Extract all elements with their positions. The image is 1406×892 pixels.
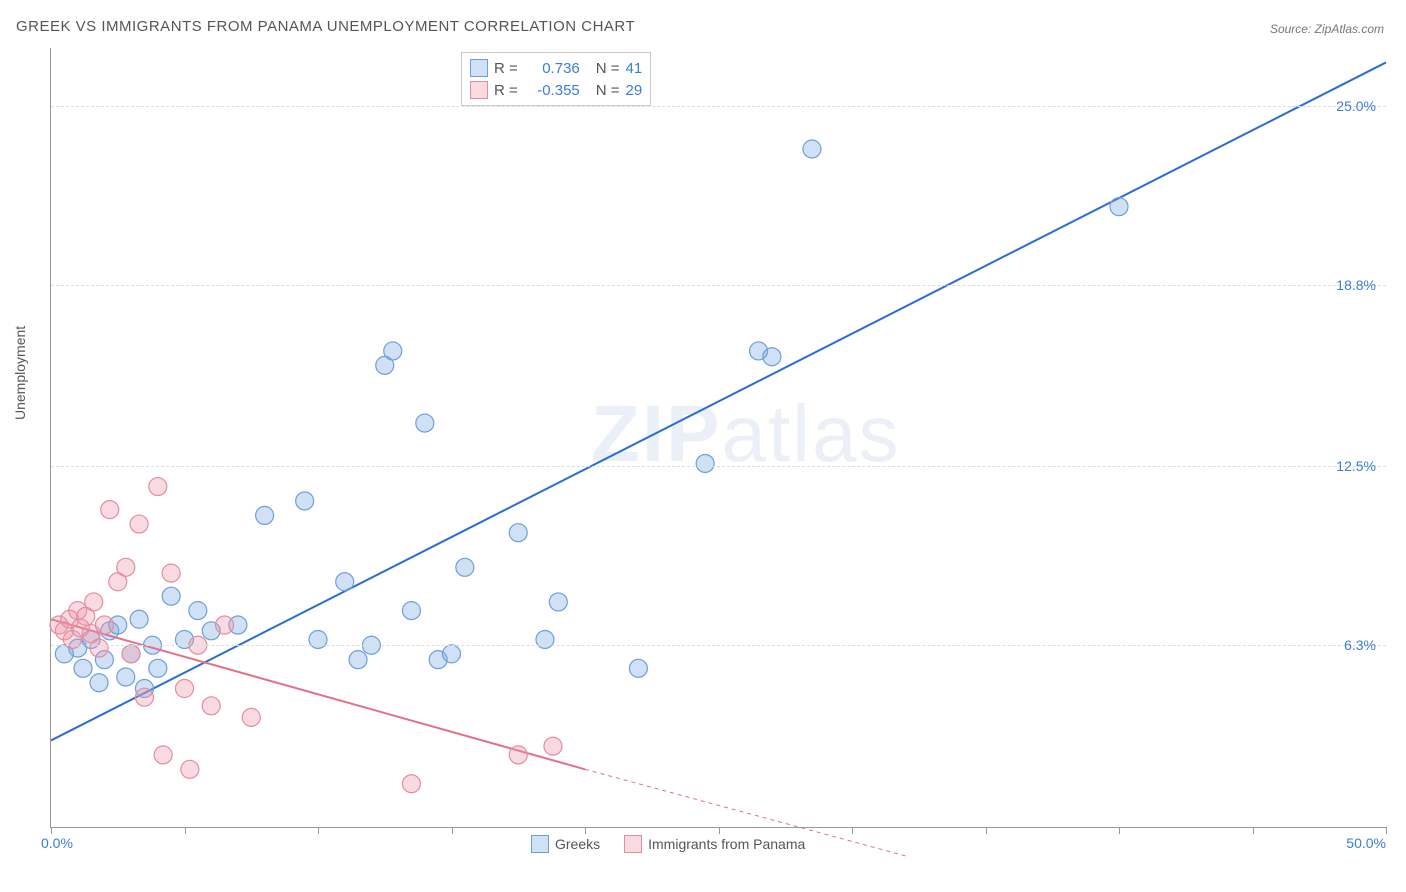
scatter-point xyxy=(242,708,260,726)
scatter-plot: ZIPatlas R =0.736N =41R =-0.355N =29 Gre… xyxy=(50,48,1386,828)
scatter-point xyxy=(509,746,527,764)
legend-swatch xyxy=(531,835,549,853)
y-tick-label: 12.5% xyxy=(1336,458,1376,474)
source-label: Source: ZipAtlas.com xyxy=(1270,22,1384,36)
r-value: -0.355 xyxy=(524,82,580,99)
scatter-point xyxy=(135,688,153,706)
scatter-point xyxy=(629,659,647,677)
legend-label: Greeks xyxy=(555,836,600,852)
scatter-point xyxy=(90,639,108,657)
gridline xyxy=(51,466,1386,467)
scatter-point xyxy=(416,414,434,432)
scatter-point xyxy=(216,616,234,634)
scatter-point xyxy=(803,140,821,158)
x-tick xyxy=(1119,827,1120,834)
scatter-point xyxy=(130,610,148,628)
x-tick xyxy=(1253,827,1254,834)
y-tick-label: 18.8% xyxy=(1336,277,1376,293)
scatter-point xyxy=(384,342,402,360)
x-tick xyxy=(852,827,853,834)
legend-swatch xyxy=(470,81,488,99)
scatter-point xyxy=(176,680,194,698)
y-tick-label: 6.3% xyxy=(1344,637,1376,653)
series-legend: Greeks Immigrants from Panama xyxy=(531,835,805,853)
r-label: R = xyxy=(494,82,518,99)
scatter-point xyxy=(122,645,140,663)
scatter-point xyxy=(130,515,148,533)
scatter-point xyxy=(95,616,113,634)
r-value: 0.736 xyxy=(524,60,580,77)
x-tick xyxy=(452,827,453,834)
gridline xyxy=(51,285,1386,286)
scatter-point xyxy=(549,593,567,611)
gridline xyxy=(51,645,1386,646)
n-label: N = xyxy=(596,60,620,77)
legend-swatch xyxy=(470,59,488,77)
x-min-label: 0.0% xyxy=(41,835,73,851)
x-tick xyxy=(318,827,319,834)
y-tick-label: 25.0% xyxy=(1336,98,1376,114)
y-axis-label: Unemployment xyxy=(12,326,28,420)
legend-label: Immigrants from Panama xyxy=(648,836,805,852)
scatter-point xyxy=(117,558,135,576)
scatter-point xyxy=(90,674,108,692)
scatter-point xyxy=(101,501,119,519)
scatter-point xyxy=(149,659,167,677)
scatter-point xyxy=(1110,198,1128,216)
chart-title: GREEK VS IMMIGRANTS FROM PANAMA UNEMPLOY… xyxy=(16,18,635,35)
x-tick xyxy=(185,827,186,834)
x-max-label: 50.0% xyxy=(1346,835,1386,851)
scatter-point xyxy=(117,668,135,686)
x-tick xyxy=(719,827,720,834)
scatter-point xyxy=(189,602,207,620)
scatter-point xyxy=(74,659,92,677)
stats-row: R = -0.355 N = 29 xyxy=(470,79,642,101)
legend-item: Greeks xyxy=(531,835,600,853)
scatter-point xyxy=(443,645,461,663)
scatter-point xyxy=(256,506,274,524)
x-tick xyxy=(986,827,987,834)
scatter-point xyxy=(149,478,167,496)
scatter-point xyxy=(402,602,420,620)
scatter-point xyxy=(456,558,474,576)
trend-line xyxy=(51,62,1386,740)
stats-legend: R = 0.736 N = 41 R = -0.355 N = 29 xyxy=(461,52,651,106)
scatter-point xyxy=(296,492,314,510)
legend-item: Immigrants from Panama xyxy=(624,835,805,853)
scatter-point xyxy=(85,593,103,611)
stats-row: R = 0.736 N = 41 xyxy=(470,57,642,79)
n-value: 41 xyxy=(626,60,643,77)
x-tick xyxy=(585,827,586,834)
scatter-point xyxy=(763,348,781,366)
scatter-point xyxy=(202,697,220,715)
x-tick xyxy=(51,827,52,834)
gridline xyxy=(51,106,1386,107)
plot-svg xyxy=(51,48,1386,827)
scatter-point xyxy=(154,746,172,764)
x-tick xyxy=(1386,827,1387,834)
scatter-point xyxy=(509,524,527,542)
scatter-point xyxy=(336,573,354,591)
scatter-point xyxy=(544,737,562,755)
n-label: N = xyxy=(596,82,620,99)
scatter-point xyxy=(162,564,180,582)
legend-swatch xyxy=(624,835,642,853)
scatter-point xyxy=(349,651,367,669)
r-label: R = xyxy=(494,60,518,77)
scatter-point xyxy=(181,760,199,778)
scatter-point xyxy=(402,775,420,793)
scatter-point xyxy=(696,454,714,472)
n-value: 29 xyxy=(626,82,643,99)
scatter-point xyxy=(162,587,180,605)
